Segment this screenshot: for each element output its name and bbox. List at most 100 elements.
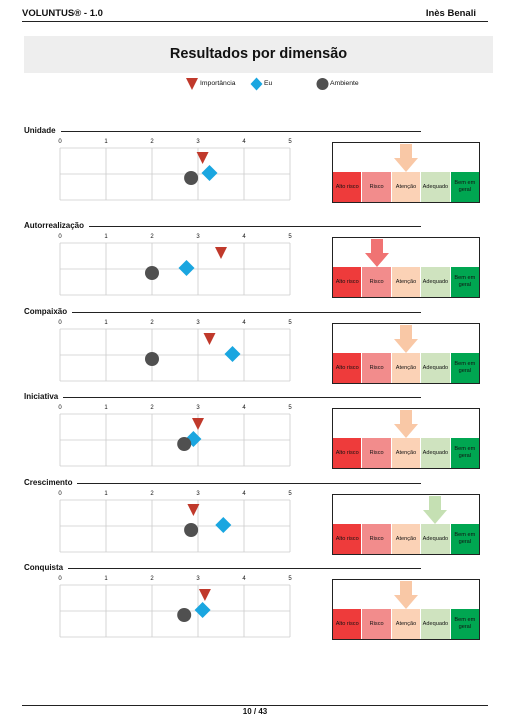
risk-cell-atencao: Atenção <box>390 267 421 297</box>
x-tick-label: 0 <box>58 576 62 582</box>
x-tick-label: 3 <box>196 491 200 497</box>
section-rule <box>72 312 421 313</box>
dimension-crescimento: Crescimento 0 1 2 3 4 5 Alto risco Risco Atenção A… <box>0 478 510 564</box>
point-eu <box>224 346 241 362</box>
x-tick-label: 3 <box>196 576 200 582</box>
dimension-autorrealizacao: Autorrealização 0 1 2 3 4 5 Alto risco Risco Aten… <box>0 221 510 307</box>
point-ambiente <box>145 352 159 366</box>
x-tick-label: 0 <box>58 234 62 240</box>
risk-indicator-atencao <box>394 325 418 353</box>
risk-cell-bem-em-geral: Bem em geral <box>449 524 480 554</box>
risk-band: Alto risco Risco Atenção Adequado Bem em ger… <box>333 267 480 297</box>
x-tick-label: 5 <box>288 139 292 145</box>
point-importancia <box>196 152 209 164</box>
x-tick-label: 5 <box>288 576 292 582</box>
x-tick-label: 2 <box>150 234 154 240</box>
arrow-down-icon <box>364 239 389 267</box>
x-tick-label: 0 <box>58 405 62 411</box>
x-tick-label: 1 <box>104 139 108 145</box>
x-tick-label: 1 <box>104 491 108 497</box>
page-number: 10 / 43 <box>242 707 268 716</box>
risk-cell-risco: Risco <box>361 438 391 468</box>
dimension-chart <box>59 413 291 467</box>
risk-cell-risco: Risco <box>361 267 391 297</box>
plot-area <box>59 499 291 553</box>
point-eu <box>185 431 202 447</box>
risk-cell-adequado: Adequado <box>420 353 450 383</box>
dimension-chart <box>59 499 291 553</box>
x-tick-label: 2 <box>150 576 154 582</box>
x-tick-label: 2 <box>150 405 154 411</box>
risk-cell-bem-em-geral: Bem em geral <box>449 609 480 639</box>
risk-cell-bem-em-geral: Bem em geral <box>449 353 480 383</box>
point-importancia <box>192 418 204 430</box>
point-ambiente <box>177 608 192 622</box>
legend-label: Eu <box>264 80 273 87</box>
risk-cell-bem-em-geral: Bem em geral <box>449 267 480 297</box>
person-name: Inès Benali <box>425 8 476 19</box>
risk-cell-alto-risco: Alto risco <box>333 353 362 383</box>
dimension-title: Crescimento <box>24 478 73 487</box>
x-tick-label: 2 <box>150 320 154 326</box>
section-rule <box>89 226 421 227</box>
dimension-chart <box>59 242 291 296</box>
page-title: Resultados por dimensão <box>169 46 348 62</box>
risk-cell-bem-em-geral: Bem em geral <box>449 438 480 468</box>
risk-cell-alto-risco: Alto risco <box>333 609 362 639</box>
dimension-chart <box>59 584 291 638</box>
x-tick-label: 0 <box>58 491 62 497</box>
point-ambiente <box>145 266 159 280</box>
triangle-icon <box>186 78 198 90</box>
product-name: VOLUNTUS® - 1.0 <box>22 8 103 19</box>
risk-cell-atencao: Atenção <box>390 524 421 554</box>
risk-cell-risco: Risco <box>361 524 391 554</box>
point-ambiente <box>177 437 192 451</box>
diamond-icon <box>250 77 263 91</box>
risk-cell-atencao: Atenção <box>390 609 421 639</box>
risk-indicator-atencao <box>394 581 418 609</box>
dimension-title: Conquista <box>24 563 64 572</box>
point-eu <box>215 517 232 533</box>
x-tick-label: 3 <box>196 405 200 411</box>
dimension-iniciativa: Iniciativa 0 1 2 3 4 5 Alto risco Risco Atenção Ad… <box>0 392 510 478</box>
risk-cell-atencao: Atenção <box>390 353 421 383</box>
point-importancia <box>198 589 211 601</box>
point-importancia <box>215 247 227 259</box>
dimension-title: Compaixão <box>24 307 68 316</box>
legend-label: Ambiente <box>330 80 359 87</box>
x-tick-label: 1 <box>104 576 108 582</box>
risk-cell-alto-risco: Alto risco <box>333 438 362 468</box>
x-tick-label: 4 <box>242 139 246 145</box>
risk-band: Alto risco Risco Atenção Adequado Bem em ger… <box>333 438 480 468</box>
title-box: Resultados por dimensão <box>24 36 493 73</box>
legend-label: Importância <box>200 80 236 87</box>
x-tick-label: 3 <box>196 139 200 145</box>
risk-scale: Alto risco Risco Atenção Adequado Bem em ger… <box>332 142 480 203</box>
section-rule <box>63 397 421 398</box>
dimension-conquista: Conquista 0 1 2 3 4 5 Alto risco Risco Atenção Ade… <box>0 563 510 649</box>
risk-band: Alto risco Risco Atenção Adequado Bem em ger… <box>333 172 480 202</box>
x-tick-label: 1 <box>104 405 108 411</box>
dimension-title: Iniciativa <box>24 392 59 401</box>
x-tick-label: 1 <box>104 320 108 326</box>
risk-cell-bem-em-geral: Bem em geral <box>449 172 480 202</box>
arrow-down-icon <box>394 325 418 353</box>
plot-area <box>59 413 291 467</box>
risk-cell-alto-risco: Alto risco <box>333 267 362 297</box>
x-tick-label: 3 <box>196 320 200 326</box>
x-tick-label: 5 <box>288 405 292 411</box>
risk-cell-atencao: Atenção <box>390 438 421 468</box>
risk-scale: Alto risco Risco Atenção Adequado Bem em ger… <box>332 237 480 298</box>
point-ambiente <box>184 523 199 537</box>
section-rule <box>77 483 421 484</box>
x-tick-label: 3 <box>196 234 200 240</box>
dimension-title: Autorrealização <box>24 221 85 230</box>
risk-indicator-risco <box>364 239 389 267</box>
risk-cell-adequado: Adequado <box>420 524 450 554</box>
point-eu <box>178 260 195 276</box>
point-importancia <box>203 333 216 345</box>
x-tick-label: 4 <box>242 491 246 497</box>
header-divider <box>22 21 488 22</box>
risk-indicator-atencao <box>394 144 418 172</box>
section-rule <box>68 568 421 569</box>
